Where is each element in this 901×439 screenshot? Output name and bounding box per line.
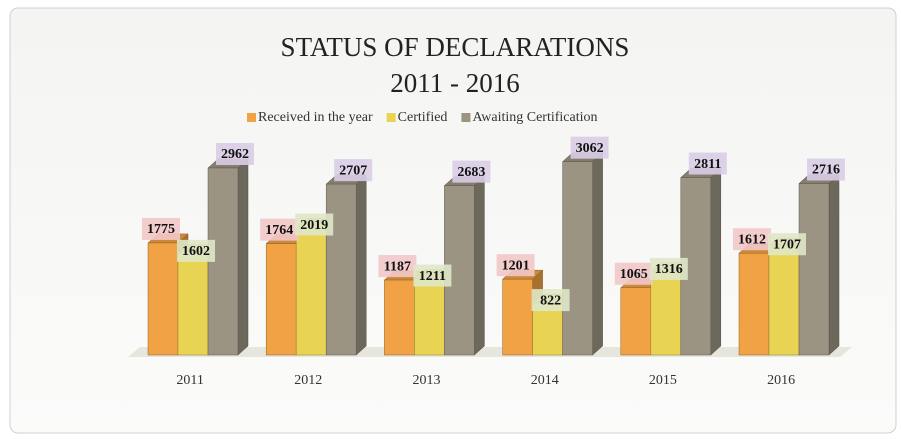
data-label: 1201 bbox=[502, 258, 530, 273]
legend-label: Certified bbox=[398, 110, 448, 125]
data-label: 1316 bbox=[655, 262, 683, 277]
bar bbox=[562, 161, 593, 356]
data-label: 2716 bbox=[812, 163, 840, 178]
bar bbox=[325, 183, 357, 356]
bar bbox=[532, 302, 563, 356]
bar bbox=[502, 278, 533, 356]
x-tick-label: 2016 bbox=[767, 373, 795, 388]
bar-side bbox=[237, 158, 249, 356]
data-label: 1764 bbox=[265, 223, 293, 238]
x-tick-label: 2012 bbox=[294, 373, 322, 388]
data-label-box bbox=[570, 136, 609, 159]
data-label: 3062 bbox=[576, 141, 604, 156]
data-label-box bbox=[413, 264, 452, 287]
bar-side bbox=[592, 152, 603, 356]
bar-side bbox=[828, 173, 840, 356]
legend-swatch bbox=[461, 113, 471, 122]
data-label-box bbox=[649, 257, 688, 280]
data-label: 2683 bbox=[457, 165, 485, 180]
data-label-box bbox=[496, 254, 535, 277]
bar bbox=[768, 246, 800, 356]
data-label: 2811 bbox=[694, 157, 721, 172]
bar bbox=[265, 243, 297, 356]
bar bbox=[384, 279, 415, 356]
bar bbox=[738, 252, 770, 356]
data-label: 1211 bbox=[419, 269, 446, 284]
data-label-box bbox=[452, 160, 491, 183]
data-label-box bbox=[216, 143, 254, 165]
bar bbox=[295, 227, 327, 356]
legend-label: Awaiting Certification bbox=[472, 110, 597, 125]
data-label-box bbox=[733, 228, 771, 251]
data-label: 2962 bbox=[221, 147, 249, 162]
data-label-box bbox=[768, 233, 806, 256]
data-label-box bbox=[378, 255, 417, 278]
bar-side bbox=[355, 174, 367, 356]
data-label: 1707 bbox=[773, 237, 801, 252]
data-label: 822 bbox=[540, 293, 561, 308]
bar bbox=[650, 271, 682, 356]
data-label: 1187 bbox=[384, 259, 411, 274]
data-label-box bbox=[177, 239, 215, 262]
legend-swatch bbox=[386, 113, 396, 122]
data-label-box bbox=[142, 217, 180, 240]
data-label: 2019 bbox=[300, 218, 328, 233]
bar bbox=[147, 242, 179, 356]
legend-label: Received in the year bbox=[258, 110, 373, 125]
data-label-box bbox=[614, 262, 653, 285]
chart-title: STATUS OF DECLARATIONS bbox=[281, 32, 630, 62]
bar-side bbox=[710, 167, 722, 356]
bar bbox=[620, 287, 652, 356]
bar bbox=[798, 183, 830, 356]
data-label: 1065 bbox=[620, 267, 648, 282]
x-tick-label: 2013 bbox=[413, 373, 441, 388]
data-label-box bbox=[688, 152, 727, 175]
data-label: 1612 bbox=[738, 232, 766, 247]
data-label-box bbox=[807, 158, 845, 181]
x-tick-label: 2014 bbox=[531, 373, 559, 388]
data-label: 1775 bbox=[147, 222, 175, 237]
bar bbox=[177, 253, 209, 356]
data-label: 2707 bbox=[339, 163, 367, 178]
x-tick-label: 2015 bbox=[649, 373, 677, 388]
data-label: 1602 bbox=[182, 244, 210, 259]
chart-subtitle: 2011 - 2016 bbox=[390, 68, 520, 98]
bar-side bbox=[474, 176, 485, 356]
bar bbox=[414, 278, 445, 356]
data-label-box bbox=[531, 289, 570, 312]
data-label-box bbox=[295, 213, 334, 236]
data-label-box bbox=[334, 159, 373, 182]
data-label-box bbox=[260, 218, 299, 241]
legend-swatch bbox=[247, 113, 256, 122]
bar bbox=[207, 167, 239, 356]
x-tick-label: 2011 bbox=[176, 373, 203, 388]
